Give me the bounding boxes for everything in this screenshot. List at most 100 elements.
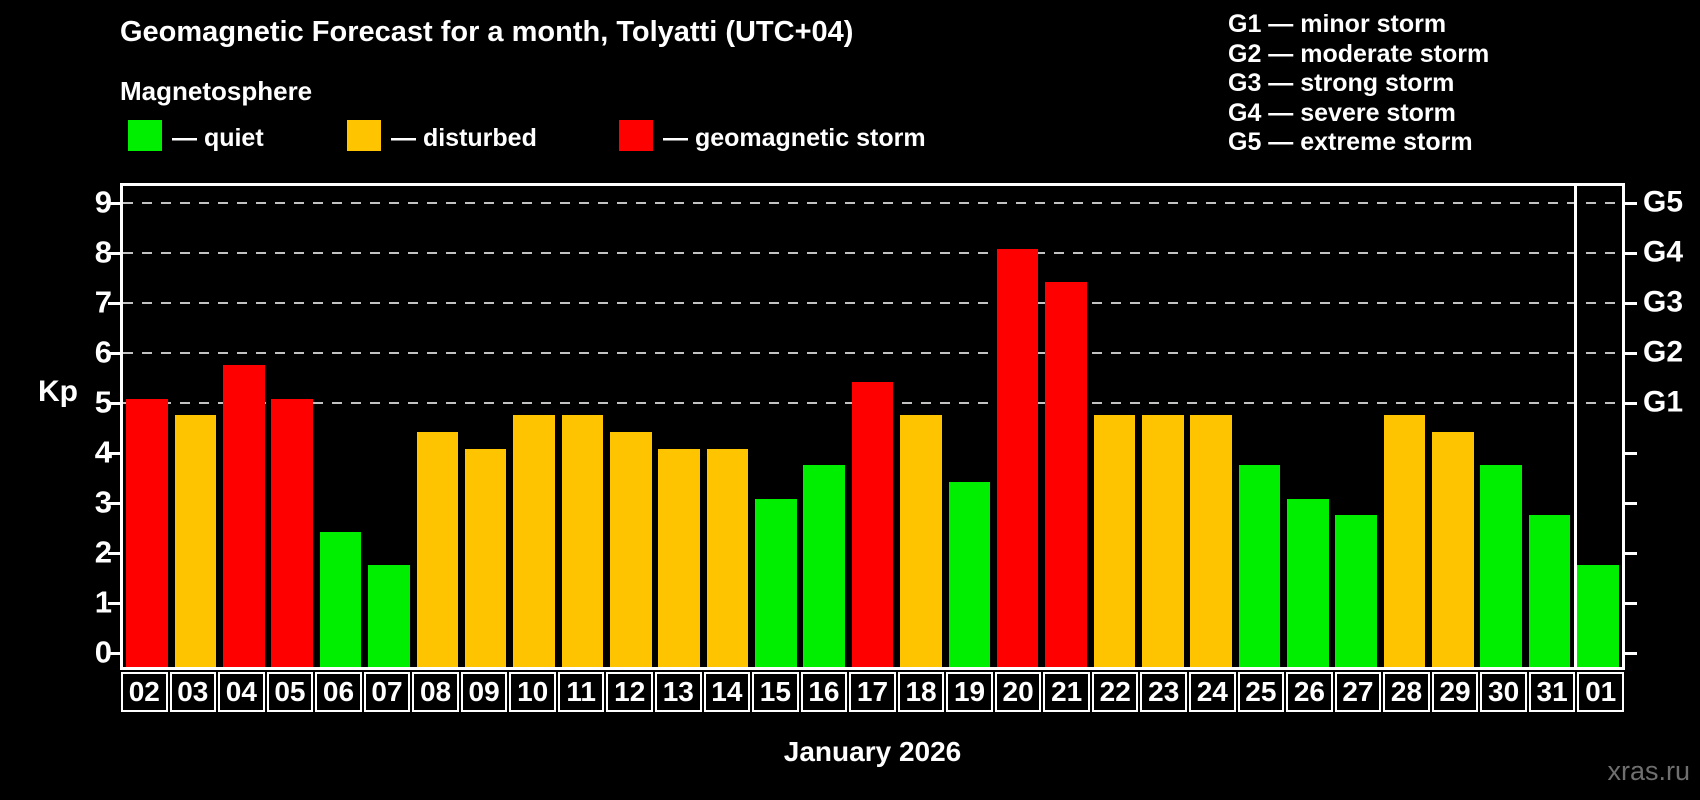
day-slot: 13: [654, 672, 703, 712]
day-slot: 04: [217, 672, 266, 712]
day-label-box: 11: [557, 672, 605, 712]
day-label-box: 24: [1189, 672, 1236, 712]
bar-slot-day-30: [1477, 186, 1525, 667]
kp-tick-label: 1: [94, 584, 112, 620]
kp-tick-label: 4: [94, 434, 112, 470]
day-slot: 14: [703, 672, 752, 712]
day-label-box: 14: [703, 672, 751, 712]
day-slot: 05: [266, 672, 315, 712]
right-axis-tick: [1625, 202, 1637, 205]
kp-bar-day-25: [1238, 465, 1281, 667]
day-slot: 12: [605, 672, 654, 712]
day-slot: 30: [1479, 672, 1528, 712]
right-axis-tick: [1625, 502, 1637, 505]
bar-slot-day-26: [1284, 186, 1332, 667]
bar-slot-day-10: [510, 186, 558, 667]
day-slot: 03: [169, 672, 218, 712]
right-axis-tick: [1625, 552, 1637, 555]
bar-slot-day-28: [1380, 186, 1428, 667]
kp-bar-day-28: [1383, 415, 1426, 667]
day-label-box: 10: [509, 672, 556, 712]
day-label-box: 22: [1091, 672, 1139, 712]
right-axis-tick: [1625, 402, 1637, 405]
disturbed-legend-label: — disturbed: [391, 124, 537, 152]
day-slot: 31: [1528, 672, 1577, 712]
day-label-box: 26: [1286, 672, 1333, 712]
day-slot: 28: [1382, 672, 1431, 712]
day-slot: 17: [848, 672, 897, 712]
kp-axis-title: Kp: [38, 375, 78, 408]
bar-slot-day-31: [1525, 186, 1573, 667]
day-label-box: 29: [1431, 672, 1479, 712]
day-slot: 20: [994, 672, 1043, 712]
kp-bar-day-29: [1432, 432, 1474, 667]
month-separator-line: [1573, 186, 1577, 667]
day-label-box: 01: [1577, 672, 1624, 712]
bar-slot-day-27: [1332, 186, 1380, 667]
day-label-box: 27: [1334, 672, 1382, 712]
kp-bar-day-20: [996, 249, 1039, 667]
kp-bar-day-11: [561, 415, 604, 667]
left-axis-tick: [108, 452, 120, 455]
bar-slot-day-09: [462, 186, 510, 667]
plot-area: [120, 183, 1625, 670]
kp-bar-day-08: [416, 432, 459, 667]
left-axis-tick: [108, 652, 120, 655]
kp-bar-day-22: [1093, 415, 1136, 667]
bar-slot-day-18: [897, 186, 945, 667]
day-label-box: 04: [218, 672, 265, 712]
bar-slot-day-21: [1042, 186, 1090, 667]
bar-slot-day-14: [703, 186, 751, 667]
kp-bar-day-23: [1141, 415, 1184, 667]
day-slot: 08: [411, 672, 460, 712]
magnetosphere-subtitle: Magnetosphere: [120, 76, 313, 106]
day-label-box: 06: [315, 672, 362, 712]
disturbed-legend-swatch: [347, 120, 381, 151]
day-slot: 09: [460, 672, 509, 712]
bar-slot-day-24: [1187, 186, 1235, 667]
bar-slot-day-03: [171, 186, 219, 667]
day-slot: 10: [508, 672, 557, 712]
bar-slot-day-15: [752, 186, 800, 667]
page-title: Geomagnetic Forecast for a month, Tolyat…: [120, 16, 854, 48]
kp-tick-label: 5: [94, 384, 112, 420]
day-label-box: 15: [752, 672, 799, 712]
g-axis-label-g5: G5: [1643, 185, 1684, 219]
storm-legend-label: — geomagnetic storm: [663, 124, 926, 152]
day-label-box: 21: [1043, 672, 1090, 712]
bar-slot-day-23: [1139, 186, 1187, 667]
kp-bar-day-14: [706, 449, 749, 667]
kp-tick-label: 3: [94, 484, 112, 520]
left-axis-tick: [108, 302, 120, 305]
day-slot: 23: [1139, 672, 1188, 712]
day-label-box: 30: [1480, 672, 1527, 712]
left-axis-tick: [108, 552, 120, 555]
kp-bar-day-24: [1190, 415, 1232, 667]
day-label-box: 02: [121, 672, 168, 712]
kp-bar-day-01: [1577, 565, 1619, 667]
bar-slot-day-02: [123, 186, 171, 667]
day-slot: 07: [363, 672, 412, 712]
kp-bar-day-21: [1045, 282, 1087, 667]
left-axis-tick: [108, 352, 120, 355]
left-axis-tick: [108, 402, 120, 405]
kp-tick-label: 6: [94, 334, 112, 370]
bar-slot-day-01: [1574, 186, 1622, 667]
day-label-box: 19: [946, 672, 993, 712]
kp-tick-label: 0: [94, 634, 112, 670]
day-slot: 25: [1237, 672, 1286, 712]
bar-slot-day-11: [558, 186, 606, 667]
bar-slot-day-07: [365, 186, 413, 667]
kp-tick-label: 7: [94, 284, 112, 320]
right-axis-tick: [1625, 602, 1637, 605]
left-axis-tick: [108, 252, 120, 255]
right-axis-tick: [1625, 302, 1637, 305]
day-label-box: 25: [1237, 672, 1285, 712]
bar-slot-day-04: [220, 186, 268, 667]
storm-legend-swatch: [619, 120, 653, 151]
kp-tick-label: 8: [94, 234, 112, 270]
bar-slot-day-05: [268, 186, 316, 667]
day-label-box: 07: [363, 672, 411, 712]
bar-slot-day-19: [945, 186, 993, 667]
